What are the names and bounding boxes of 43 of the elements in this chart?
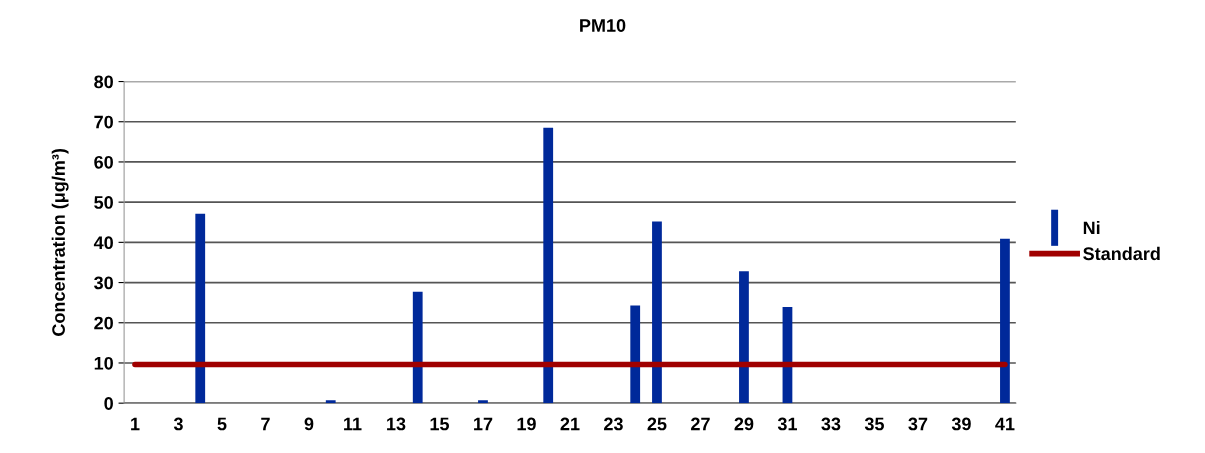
x-tick-label: 5	[217, 417, 227, 431]
x-tick-label: 35	[864, 417, 884, 431]
x-tick-label: 27	[691, 417, 710, 431]
y-tick-label: 70	[94, 115, 113, 129]
x-tick-label: 13	[387, 417, 406, 431]
x-tick-label: 25	[647, 417, 667, 431]
y-tick-label: 80	[94, 75, 113, 89]
x-tick-label: 37	[908, 417, 928, 431]
bar	[478, 400, 488, 404]
x-tick-label: 21	[560, 417, 580, 431]
y-axis-title: Concentration (μg/m³)	[51, 148, 69, 336]
legend-label: Ni	[1083, 221, 1100, 235]
x-tick-label: 9	[304, 417, 314, 431]
y-tick-label: 0	[104, 397, 113, 410]
x-tick-label: 15	[430, 417, 450, 431]
x-tick-label: 41	[995, 417, 1015, 431]
bar	[412, 291, 423, 404]
bar	[325, 400, 336, 404]
y-tick-label: 60	[94, 155, 113, 169]
bar	[543, 127, 554, 404]
y-tick-label: 50	[94, 196, 113, 209]
x-tick-label: 39	[951, 417, 971, 431]
x-tick-label: 11	[344, 417, 362, 431]
x-tick-label: 17	[474, 417, 493, 431]
x-tick-label: 29	[734, 417, 754, 431]
x-tick-label: 33	[821, 417, 841, 431]
bar	[195, 213, 206, 404]
y-tick-label: 20	[94, 316, 113, 330]
x-tick-label: 31	[777, 417, 797, 431]
x-tick-label: 1	[131, 417, 140, 431]
bar	[739, 271, 749, 404]
bar	[1000, 238, 1010, 404]
x-tick-label: 7	[261, 417, 270, 431]
bar	[652, 221, 662, 404]
y-tick-label: 30	[94, 276, 113, 290]
y-tick-label: 10	[94, 356, 113, 370]
x-tick-label: 23	[604, 417, 623, 431]
y-tick-label: 40	[93, 236, 113, 250]
bar	[630, 305, 641, 404]
legend-label: Standard	[1083, 246, 1160, 261]
x-tick-label: 19	[517, 417, 536, 431]
x-tick-label: 3	[173, 417, 183, 431]
chart-title: PM10	[580, 19, 626, 32]
